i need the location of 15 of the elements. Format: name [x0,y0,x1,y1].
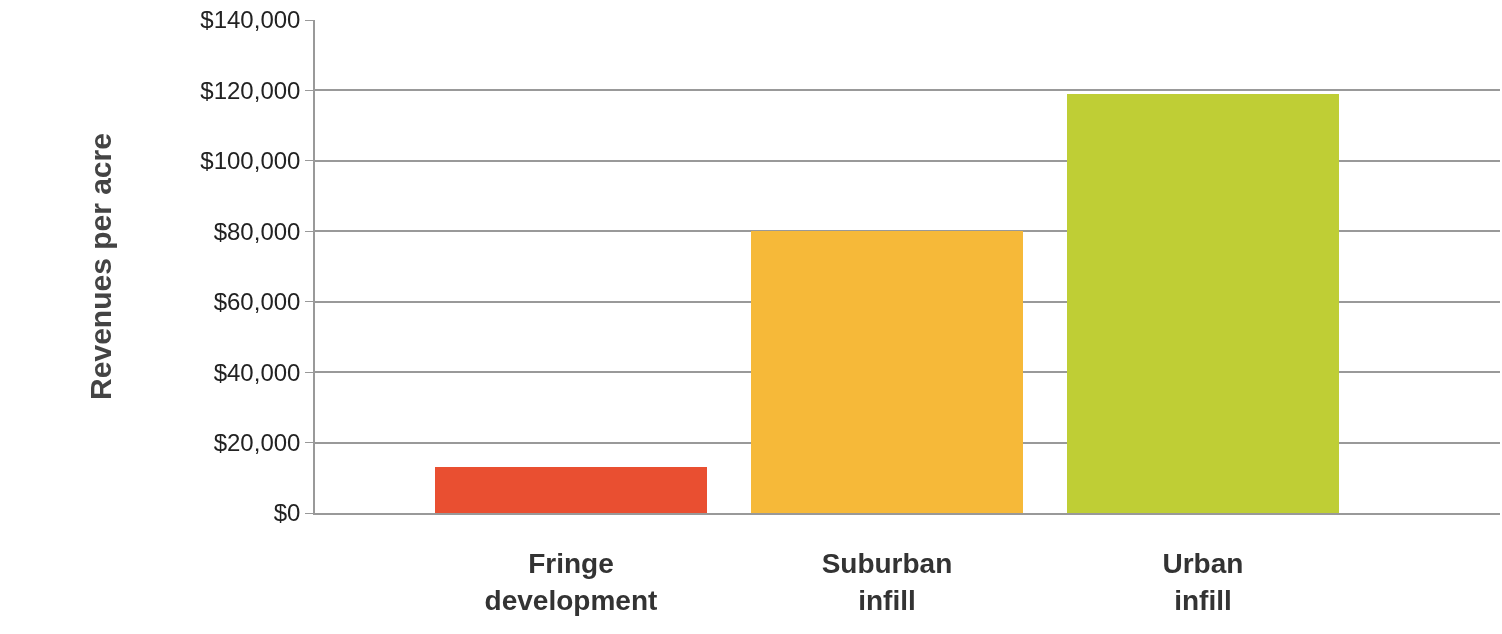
y-tick-label: $20,000 [213,428,301,456]
y-axis-title: Revenues per acre [83,133,117,400]
x-tick-label: Urban infill [1162,548,1244,616]
y-tick-label: $80,000 [213,217,301,245]
y-tick-label: $100,000 [200,147,301,175]
y-tick-label: $60,000 [213,288,301,316]
x-tick-label: Suburban infill [821,548,953,616]
x-tick-label: Fringe development [484,548,658,616]
bar [435,467,707,513]
y-tick-label: $140,000 [200,6,301,34]
bar [751,231,1023,513]
y-tick-label: $40,000 [213,358,301,386]
y-tick-label: $120,000 [200,76,301,104]
bar [1067,94,1339,513]
y-tick-label: $0 [273,499,301,527]
